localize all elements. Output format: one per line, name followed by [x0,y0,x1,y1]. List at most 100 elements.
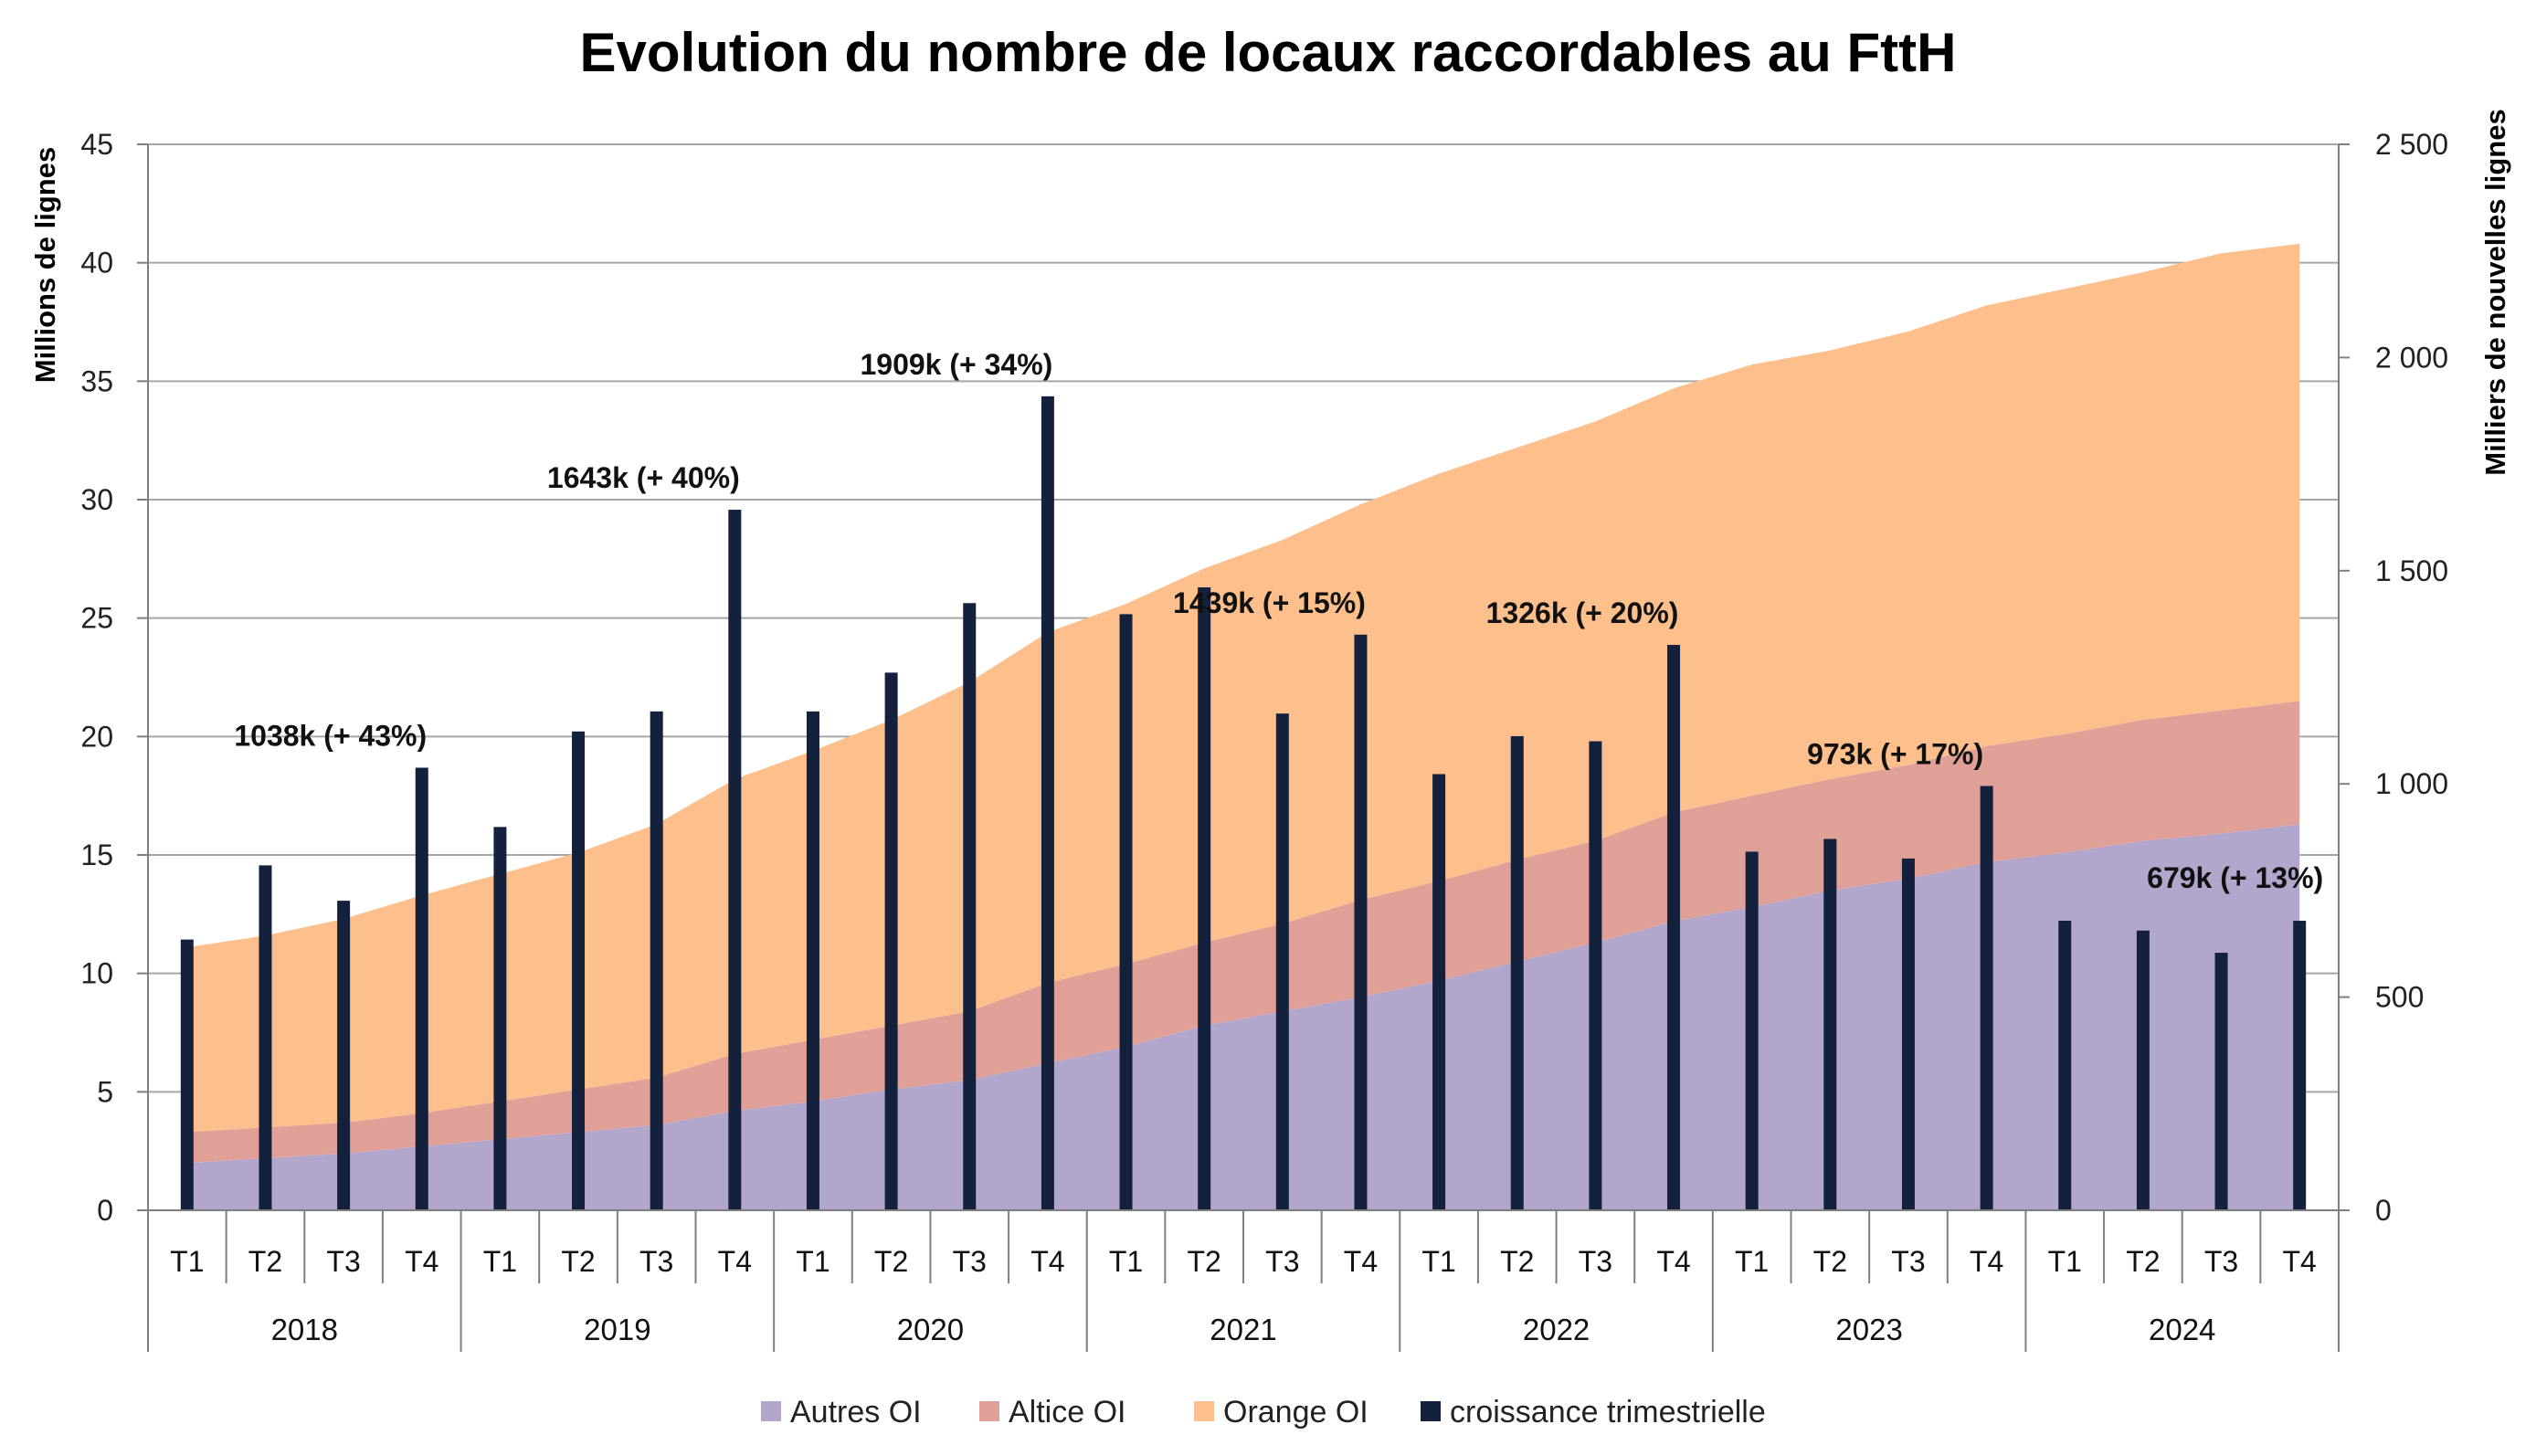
quarter-label: T3 [1265,1245,1299,1278]
growth-bar [1198,587,1211,1210]
left-tick-label: 40 [80,247,113,280]
right-tick-label: 1 000 [2375,767,2448,800]
legend-swatch [761,1401,781,1421]
quarter-label: T1 [796,1245,829,1278]
left-tick-label: 15 [80,839,113,871]
legend-label: Altice OI [1009,1395,1125,1430]
growth-bar [1510,735,1524,1210]
quarter-label: T2 [1188,1245,1221,1278]
growth-bar [572,731,586,1210]
right-tick-label: 2 000 [2375,341,2448,374]
quarter-label: T3 [639,1245,673,1278]
left-tick-label: 5 [97,1075,113,1108]
quarter-label: T4 [1344,1245,1378,1278]
growth-bar [1354,634,1368,1210]
area-autres-oi [186,824,2300,1210]
right-axis-title: Milliers de nouvelles lignes [2479,109,2511,475]
legend-label: Autres OI [790,1395,922,1430]
y-tick-labels: 0 5 10 15 20 25 30 35 40 45 0 500 1 000 1 500 2 000 2 5… [80,128,2448,1227]
right-tick-label: 0 [2375,1194,2392,1227]
stacked-areas [186,243,2300,1210]
growth-bar [2214,953,2228,1210]
left-axis-title: Millions de lignes [29,147,61,383]
quarter-label: T2 [248,1245,282,1278]
growth-bar [963,603,977,1210]
year-label: 2024 [2149,1313,2215,1346]
quarter-label: T4 [1656,1245,1690,1278]
growth-bar [180,939,194,1210]
axes [137,143,2350,1352]
quarter-label: T3 [326,1245,360,1278]
growth-bar [1667,645,1681,1210]
left-tick-label: 10 [80,957,113,990]
left-tick-label: 45 [80,128,113,161]
quarter-label: T2 [1813,1245,1847,1278]
quarter-label: T1 [1735,1245,1769,1278]
year-label: 2019 [584,1313,650,1346]
annotation-label: 1909k (+ 34%) [860,348,1052,381]
growth-bar [2136,930,2150,1210]
annotation-label: 679k (+ 13%) [2147,861,2323,894]
growth-bar [493,827,507,1210]
growth-bar [1041,396,1054,1211]
quarter-label: T4 [2283,1245,2317,1278]
quarter-label: T1 [2048,1245,2082,1278]
quarter-label: T2 [2126,1245,2160,1278]
legend-label: Orange OI [1223,1395,1368,1430]
right-tick-label: 500 [2375,981,2424,1014]
quarter-label: T1 [483,1245,517,1278]
left-tick-label: 0 [97,1194,113,1227]
annotation-label: 1439k (+ 15%) [1173,586,1366,619]
left-tick-label: 20 [80,720,113,753]
legend-label: croissance trimestrielle [1450,1395,1766,1430]
quarter-label: T1 [1421,1245,1455,1278]
chart-title: Evolution du nombre de locaux raccordabl… [580,22,1957,83]
left-tick-label: 35 [80,364,113,397]
left-tick-label: 30 [80,483,113,516]
growth-bar [1901,858,1915,1210]
quarter-label: T2 [874,1245,908,1278]
growth-bar [2058,921,2072,1210]
growth-bar [2293,921,2307,1210]
growth-bar [1980,786,1993,1210]
growth-bars [180,396,2307,1211]
quarter-label: T3 [1891,1245,1925,1278]
quarter-label: T4 [1970,1245,2003,1278]
right-tick-label: 2 500 [2375,128,2448,161]
year-label: 2018 [271,1313,338,1346]
growth-bar [650,711,663,1210]
quarter-label: T4 [1030,1245,1064,1278]
quarter-label: T2 [1500,1245,1534,1278]
growth-bar [1275,713,1289,1210]
annotation-label: 1038k (+ 43%) [234,719,427,752]
area-orange-oi [186,243,2300,1133]
growth-bar [1432,774,1446,1210]
growth-bar [728,510,742,1210]
area-altice-oi [186,701,2300,1164]
legend-swatch [1421,1401,1441,1421]
growth-bar [806,711,819,1210]
quarter-label: T3 [953,1245,987,1278]
year-label: 2021 [1210,1313,1276,1346]
growth-bar [1823,839,1837,1210]
quarter-label: T2 [561,1245,595,1278]
legend-swatch [979,1401,999,1421]
growth-bar [1589,741,1602,1210]
right-tick-label: 1 500 [2375,554,2448,587]
quarter-label: T3 [1579,1245,1612,1278]
year-label: 2020 [897,1313,964,1346]
growth-bar [884,672,898,1210]
growth-bar [1745,851,1759,1210]
quarter-label: T1 [1109,1245,1143,1278]
legend-swatch [1194,1401,1214,1421]
growth-bar [337,901,351,1210]
annotation-label: 1643k (+ 40%) [547,461,740,494]
bar-annotations: 1038k (+ 43%) 1643k (+ 40%) 1909k (+ 34%) 1… [234,348,2323,894]
quarter-label: T4 [405,1245,439,1278]
annotation-label: 973k (+ 17%) [1807,738,1983,771]
quarter-label: T1 [170,1245,204,1278]
growth-bar [415,767,428,1210]
year-label: 2022 [1523,1313,1590,1346]
x-axis-labels: T1 T2 T3 T4 T1 T2 T3 T4 T1 T2 T3 T4 T1 T2 T3 T4 T1 T2 T3 T4… [170,1245,2317,1346]
